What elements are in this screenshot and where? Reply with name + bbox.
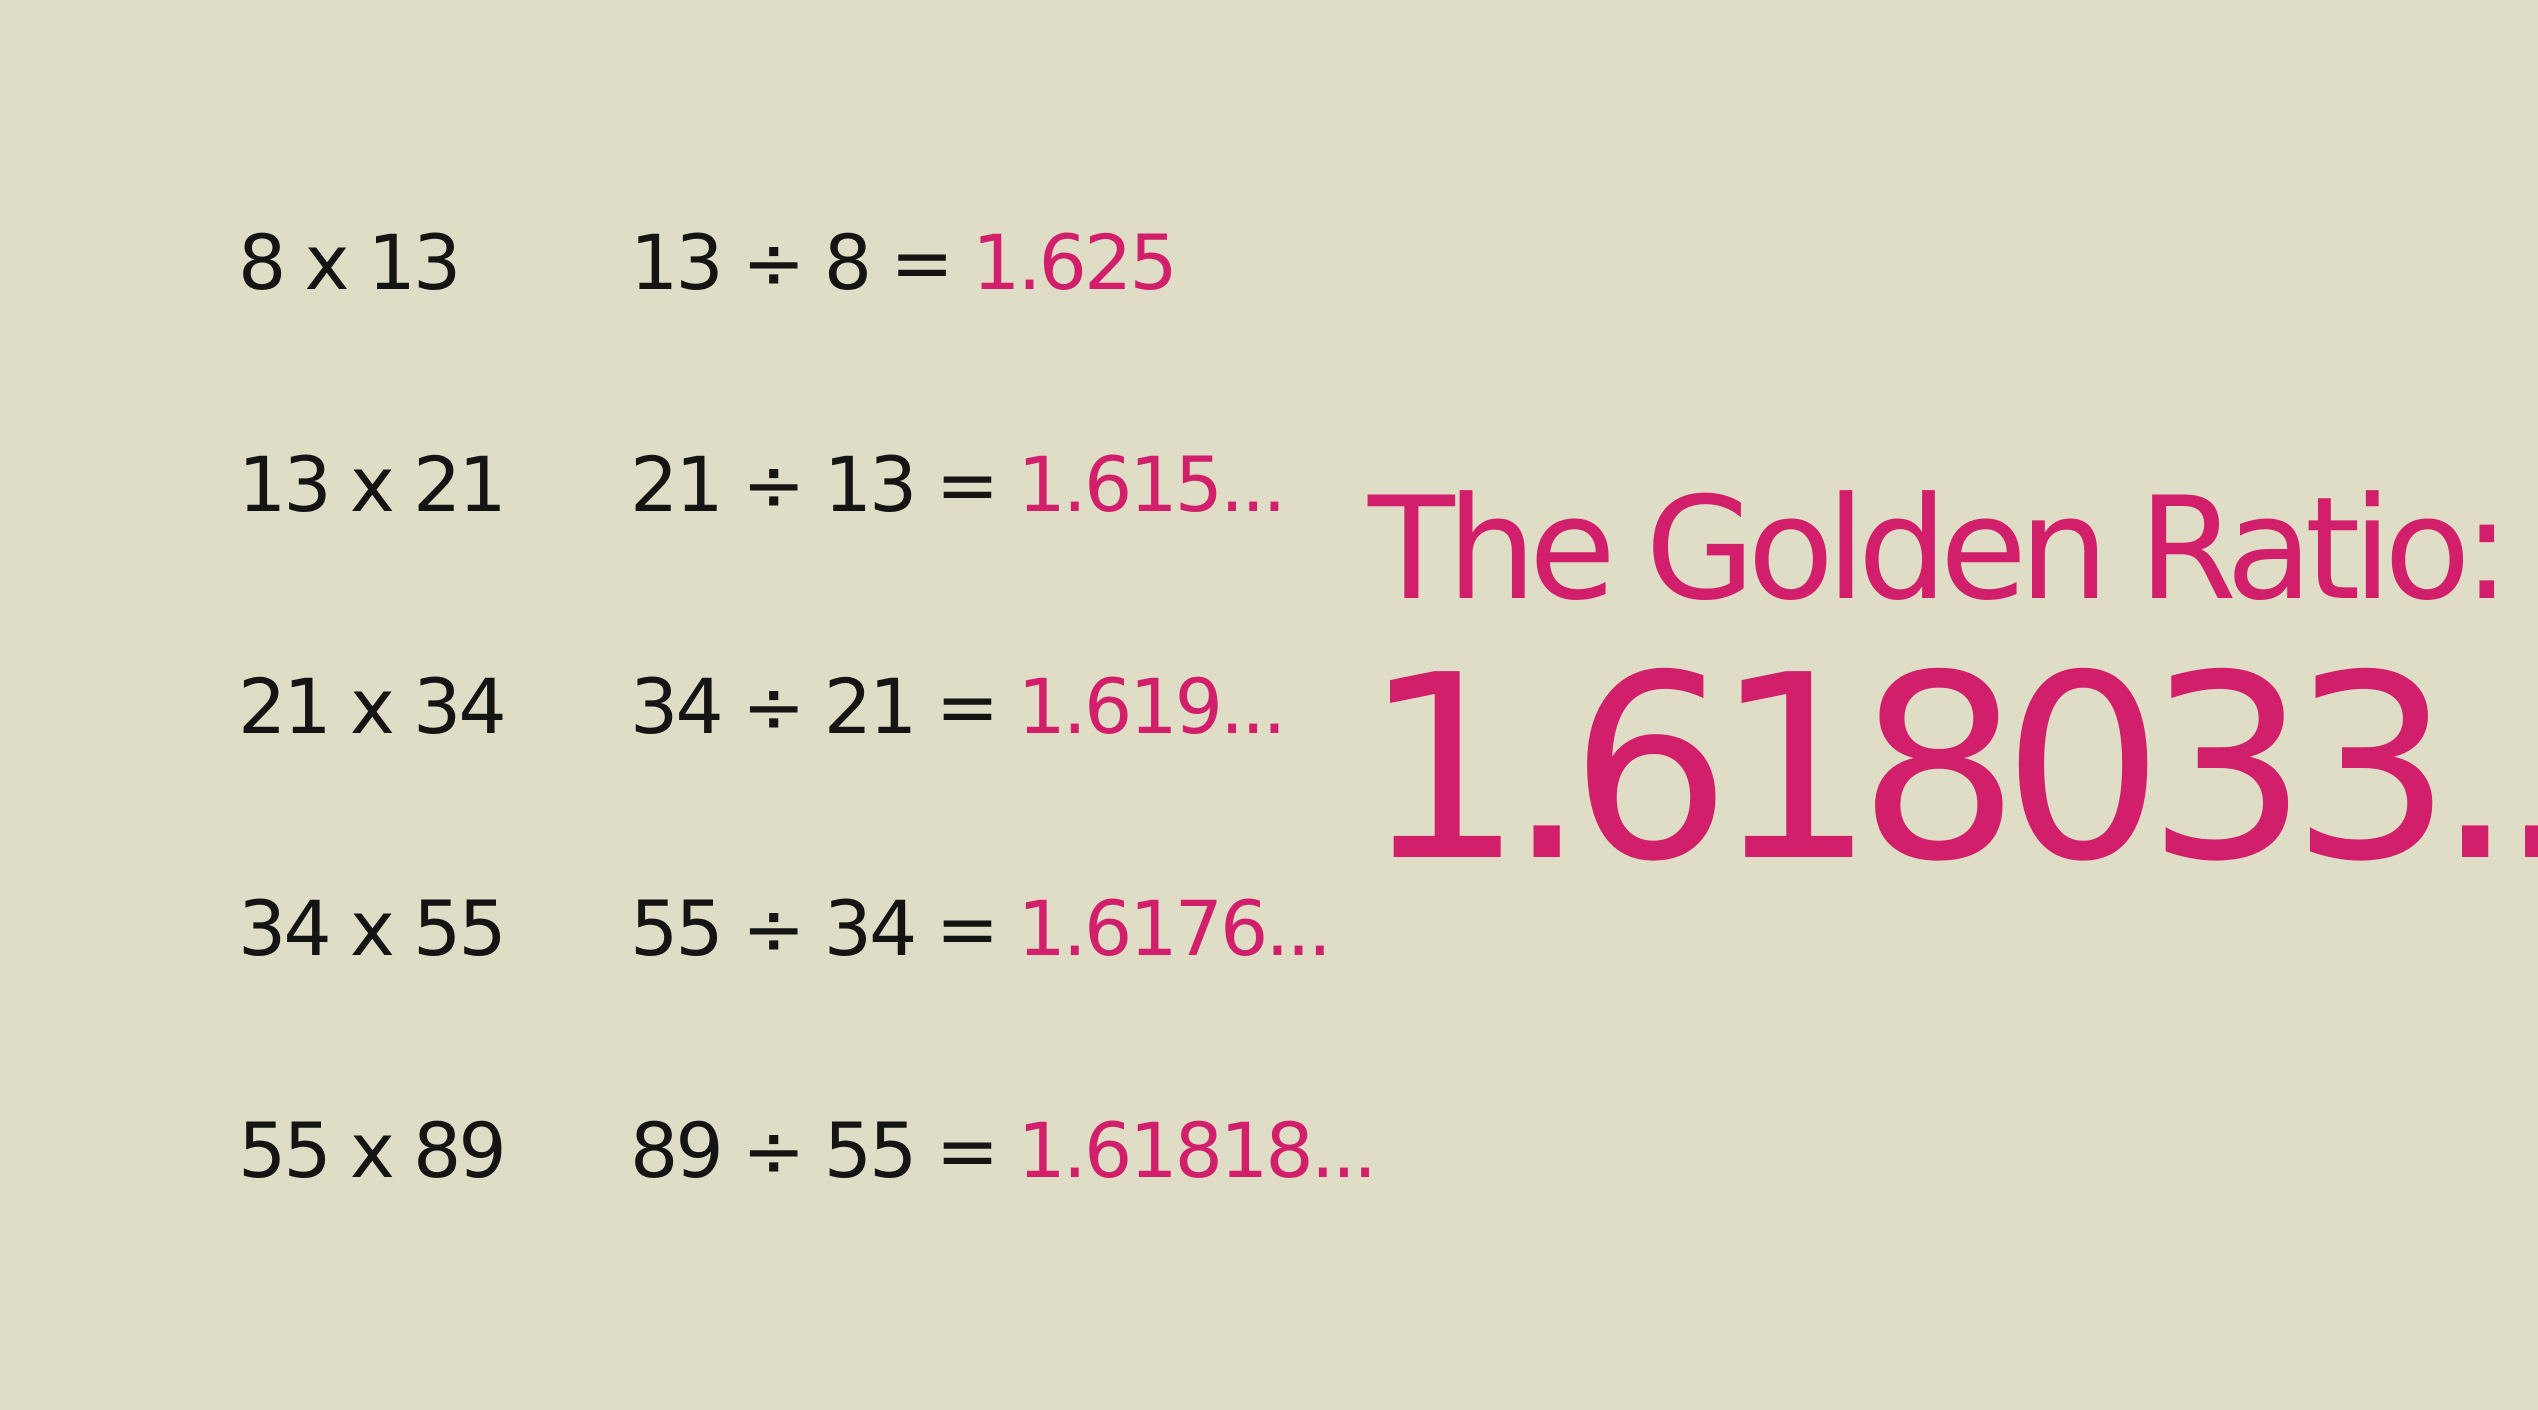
- rectangle-product: 21 x 34: [238, 662, 507, 751]
- ratio-equation: 13 ÷ 8 = 1.625: [630, 208, 1178, 318]
- ratio-equation: 34 ÷ 21 = 1.619...: [630, 652, 1287, 762]
- rectangle-product: 8 x 13: [238, 218, 461, 307]
- ratio-equation: 55 ÷ 34 = 1.6176...: [630, 874, 1332, 984]
- ratio-equation: 21 ÷ 13 = 1.615...: [630, 430, 1287, 540]
- equals-sign: =: [935, 1106, 1000, 1195]
- fibonacci-ratio-list: 8 x 13 13 ÷ 8 = 1.625 13 x 21 21 ÷ 13 = …: [238, 208, 1377, 1195]
- golden-ratio-value: 1.618033....: [1362, 621, 2538, 918]
- rectangle-product: 55 x 89: [238, 1106, 507, 1195]
- ratio-equation: 89 ÷ 55 = 1.61818...: [630, 1096, 1377, 1206]
- equals-sign: =: [935, 440, 1000, 529]
- division-expression: 89 ÷ 55: [630, 1106, 917, 1195]
- equals-sign: =: [935, 884, 1000, 973]
- ratio-result: 1.6176...: [1017, 884, 1331, 973]
- ratio-result: 1.619...: [1017, 662, 1286, 751]
- golden-ratio-title: The Golden Ratio:: [1368, 467, 2511, 632]
- equals-sign: =: [935, 662, 1000, 751]
- rectangle-product: 13 x 21: [238, 440, 507, 529]
- division-expression: 13 ÷ 8: [630, 218, 872, 307]
- division-expression: 34 ÷ 21: [630, 662, 917, 751]
- ratio-result: 1.615...: [1017, 440, 1286, 529]
- ratio-result: 1.625: [972, 218, 1178, 307]
- ratio-result: 1.61818...: [1017, 1106, 1377, 1195]
- division-expression: 55 ÷ 34: [630, 884, 917, 973]
- division-expression: 21 ÷ 13: [630, 440, 917, 529]
- rectangle-product: 34 x 55: [238, 884, 507, 973]
- equals-sign: =: [890, 218, 954, 307]
